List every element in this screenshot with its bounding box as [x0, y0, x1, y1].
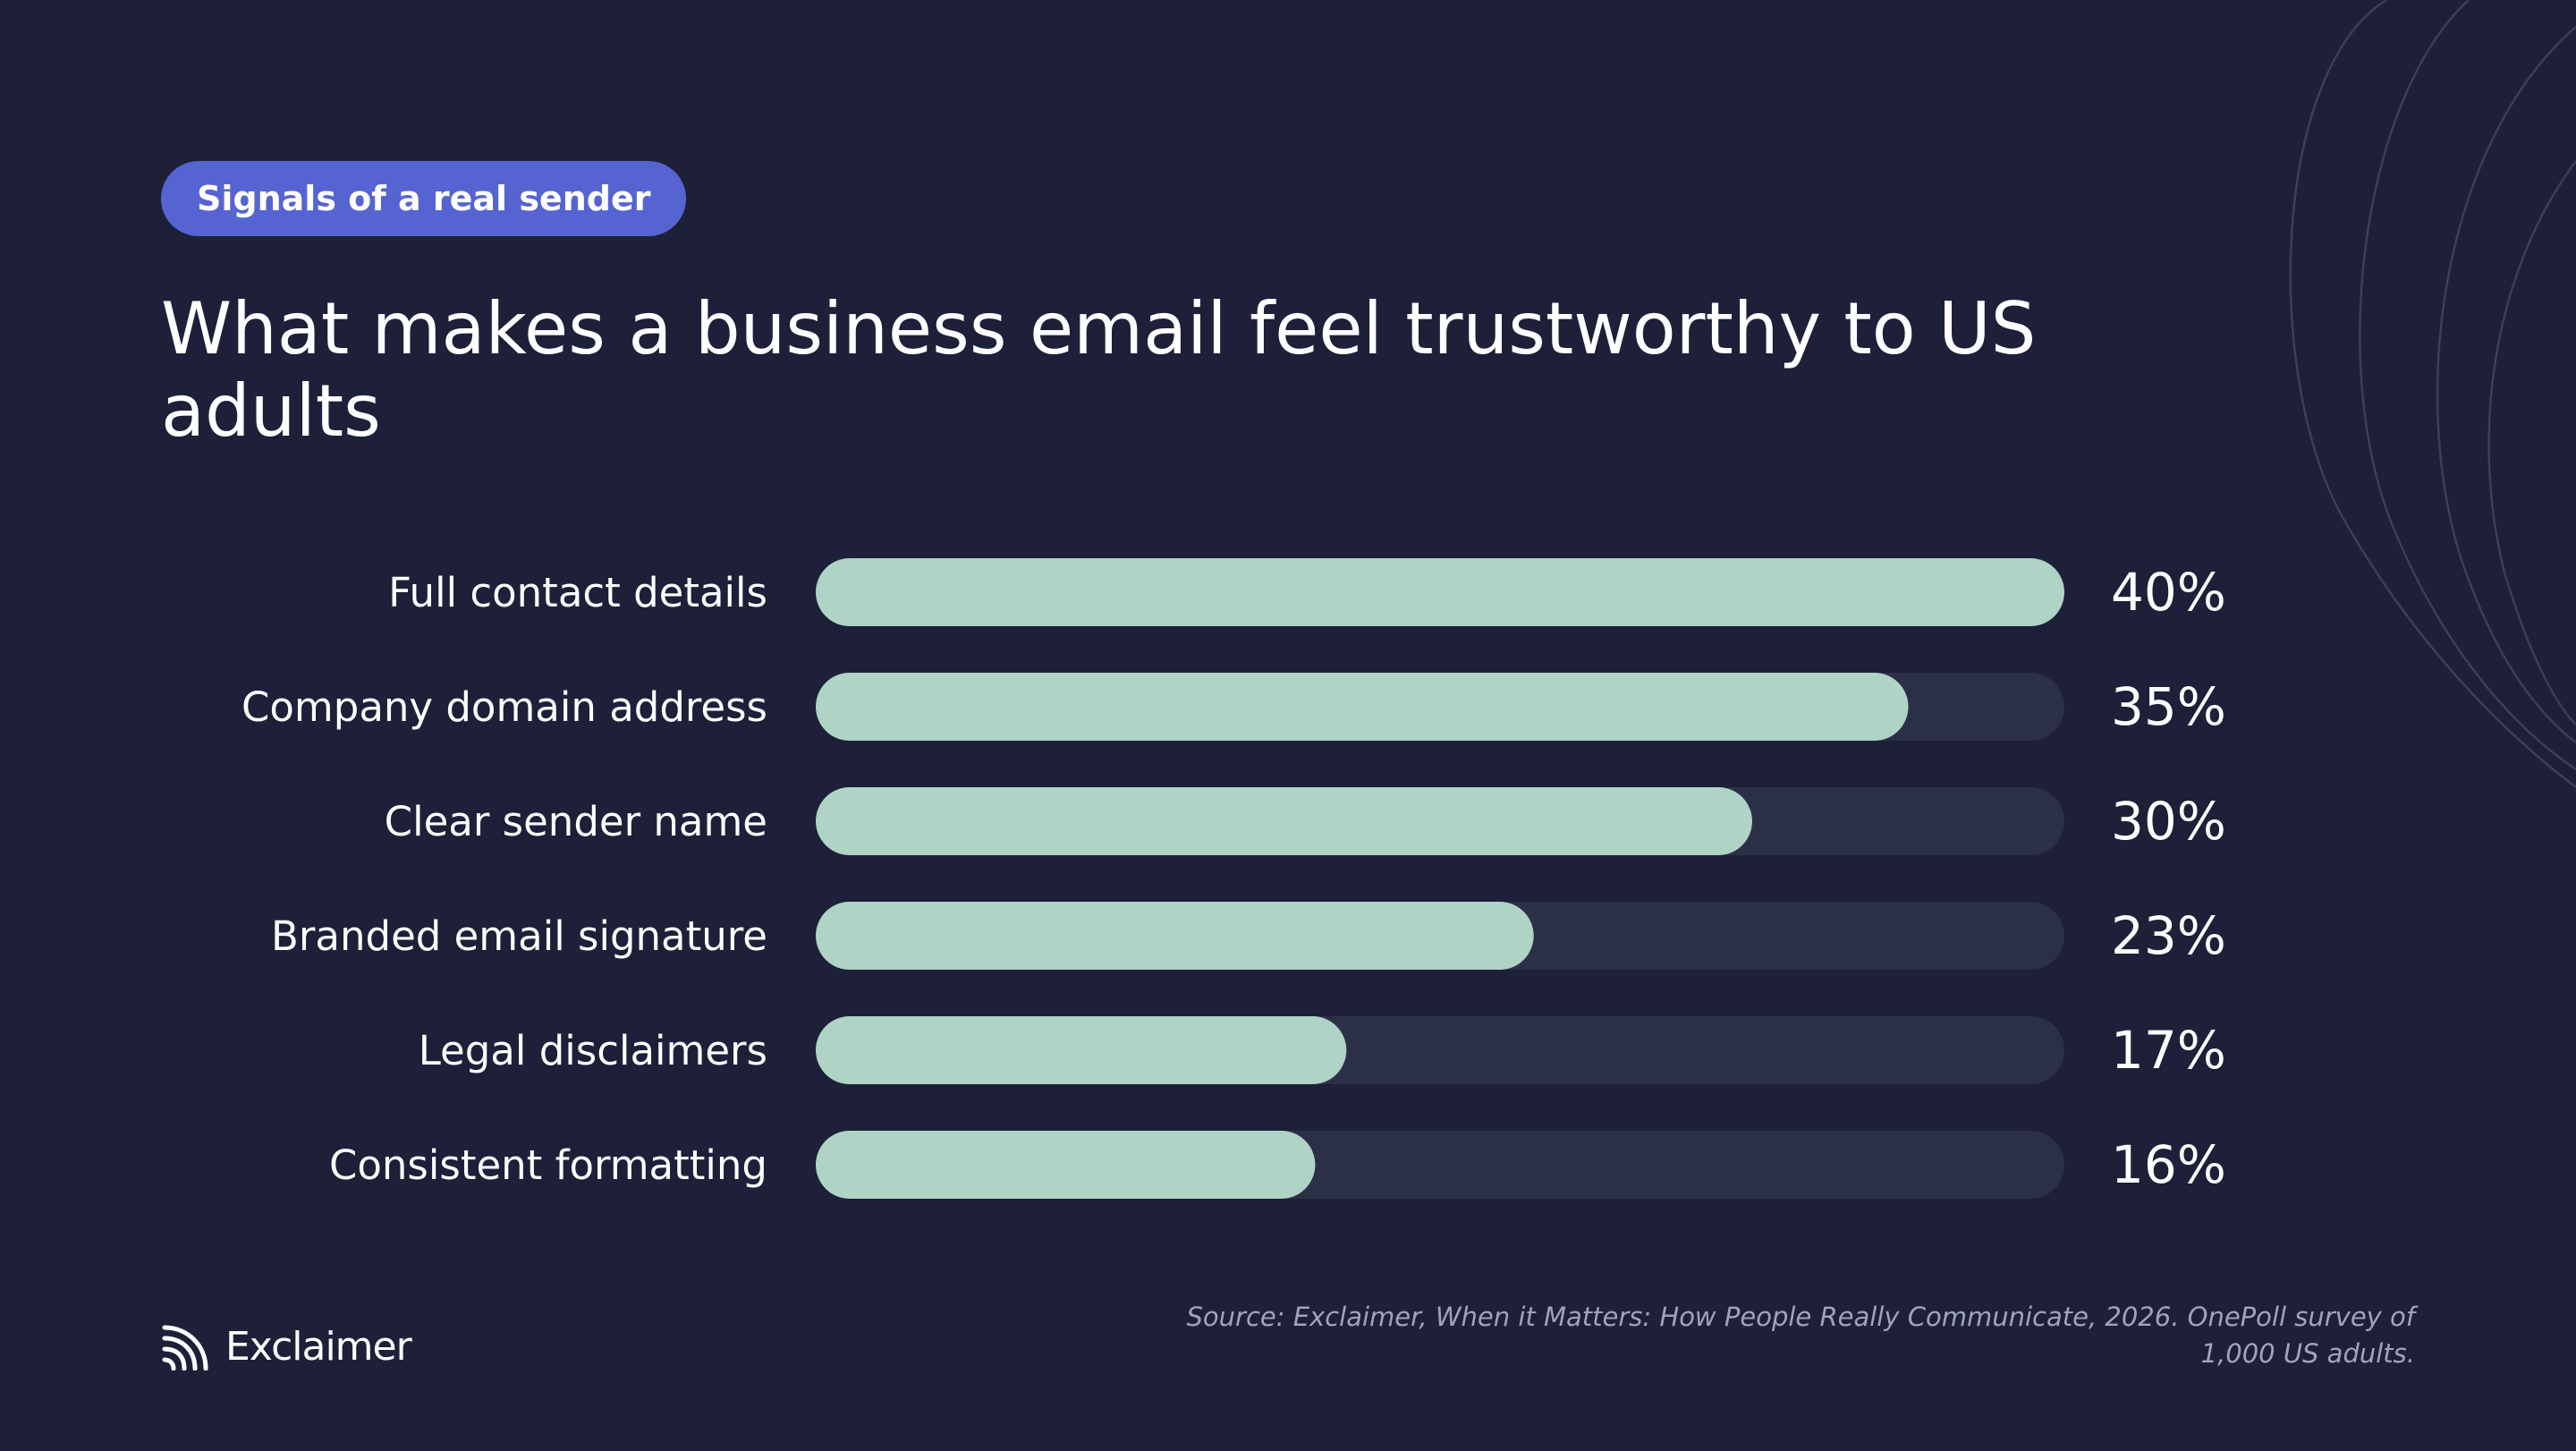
value-label: 23%: [2111, 905, 2226, 966]
value-label: 30%: [2111, 791, 2226, 852]
bar-chart: Full contact details 40% Company domain ad…: [242, 558, 2226, 1199]
category-label: Company domain address: [242, 683, 767, 731]
category-label: Legal disclaimers: [419, 1027, 767, 1074]
chart-title: What makes a business email feel trustwo…: [161, 287, 2037, 453]
category-badge: Signals of a real sender: [161, 161, 687, 236]
bar: [816, 673, 1909, 741]
bar: [816, 558, 2064, 626]
bar: [816, 787, 1752, 855]
value-label: 40%: [2111, 562, 2226, 623]
category-label: Branded email signature: [271, 912, 767, 960]
category-label: Clear sender name: [385, 798, 767, 845]
exclaimer-logo-icon: [162, 1325, 208, 1370]
logo-text: Exclaimer: [225, 1323, 412, 1370]
bar: [816, 1016, 1347, 1084]
source-note: Source: Exclaimer, When it Matters: How …: [1186, 1302, 2415, 1369]
category-label: Consistent formatting: [329, 1141, 767, 1189]
value-label: 35%: [2111, 676, 2226, 737]
bar: [816, 902, 1534, 970]
value-label: 16%: [2111, 1134, 2226, 1195]
value-label: 17%: [2111, 1020, 2226, 1081]
category-label: Full contact details: [388, 569, 767, 616]
brand-logo: Exclaimer: [161, 1322, 412, 1370]
bar: [816, 1131, 1316, 1199]
